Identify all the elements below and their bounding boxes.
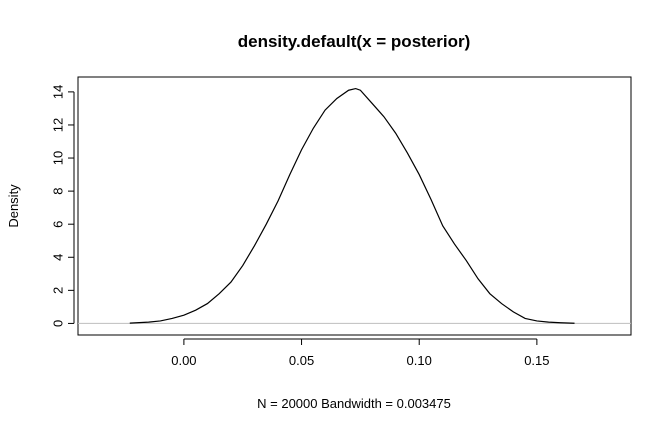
chart-title: density.default(x = posterior) <box>238 32 471 51</box>
plot-frame <box>77 76 632 336</box>
y-tick-label: 4 <box>51 254 66 261</box>
y-tick-label: 12 <box>51 118 66 132</box>
x-tick-label: 0.10 <box>407 353 432 368</box>
y-axis-label: Density <box>6 184 21 228</box>
x-tick-label: 0.05 <box>289 353 314 368</box>
y-tick-label: 10 <box>51 151 66 165</box>
y-tick-label: 14 <box>51 85 66 99</box>
y-tick-label: 8 <box>51 187 66 194</box>
x-axis-label: N = 20000 Bandwidth = 0.003475 <box>257 396 451 411</box>
x-tick-label: 0.15 <box>524 353 549 368</box>
y-axis: 0 2 4 6 8 10 12 14 <box>51 85 75 327</box>
y-tick-label: 2 <box>51 287 66 294</box>
y-tick-label: 0 <box>51 320 66 327</box>
x-axis: 0.00 0.05 0.10 0.15 <box>171 338 550 368</box>
density-curve <box>129 87 575 324</box>
y-tick-label: 6 <box>51 221 66 228</box>
x-tick-label: 0.00 <box>171 353 196 368</box>
